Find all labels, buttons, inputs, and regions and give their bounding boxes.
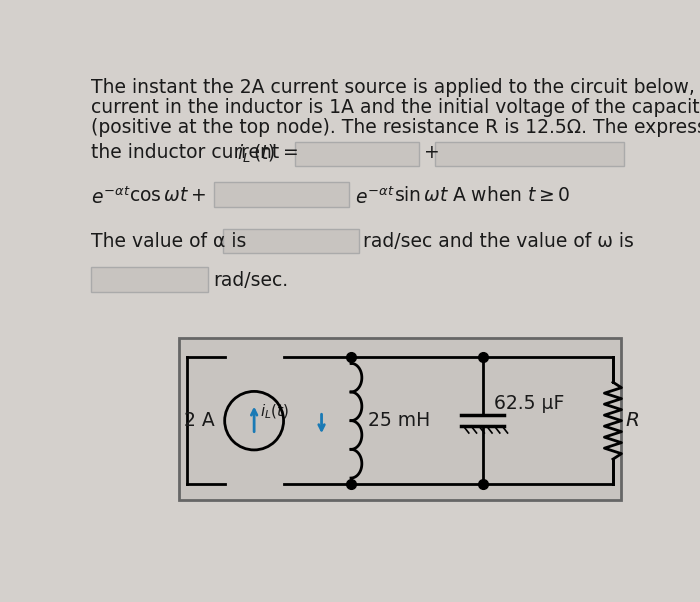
Text: =: = — [283, 143, 298, 162]
Text: 25 mH: 25 mH — [368, 411, 430, 430]
Text: $\sin\omega t\;$A when $t\geq 0$: $\sin\omega t\;$A when $t\geq 0$ — [394, 186, 570, 205]
Bar — [295, 141, 419, 166]
Text: The instant the 2A current source is applied to the circuit below, the initial: The instant the 2A current source is app… — [90, 78, 700, 98]
Text: +: + — [424, 143, 440, 162]
Bar — [179, 338, 621, 500]
Text: $e^{-\alpha t}$: $e^{-\alpha t}$ — [90, 186, 130, 208]
Text: $e^{-\alpha t}$: $e^{-\alpha t}$ — [355, 186, 395, 208]
Text: the inductor current: the inductor current — [90, 143, 285, 162]
Text: R: R — [625, 411, 639, 430]
Text: rad/sec.: rad/sec. — [213, 271, 288, 290]
Text: $i_L(t)$: $i_L(t)$ — [260, 402, 289, 421]
Bar — [223, 229, 358, 253]
Text: 2 A: 2 A — [184, 411, 215, 430]
Text: current in the inductor is 1A and the initial voltage of the capacitor is 50V: current in the inductor is 1A and the in… — [90, 98, 700, 117]
Text: (positive at the top node). The resistance R is 12.5Ω. The expression for: (positive at the top node). The resistan… — [90, 119, 700, 137]
Text: 62.5 μF: 62.5 μF — [494, 394, 564, 413]
Text: rad/sec and the value of ω is: rad/sec and the value of ω is — [363, 232, 634, 252]
Text: $\cos\omega t+$: $\cos\omega t+$ — [130, 186, 206, 205]
Bar — [90, 267, 209, 292]
Bar — [435, 141, 624, 166]
Text: $i_L\,(t)$: $i_L\,(t)$ — [237, 143, 276, 166]
Text: The value of α is: The value of α is — [90, 232, 246, 252]
Bar — [214, 182, 349, 207]
